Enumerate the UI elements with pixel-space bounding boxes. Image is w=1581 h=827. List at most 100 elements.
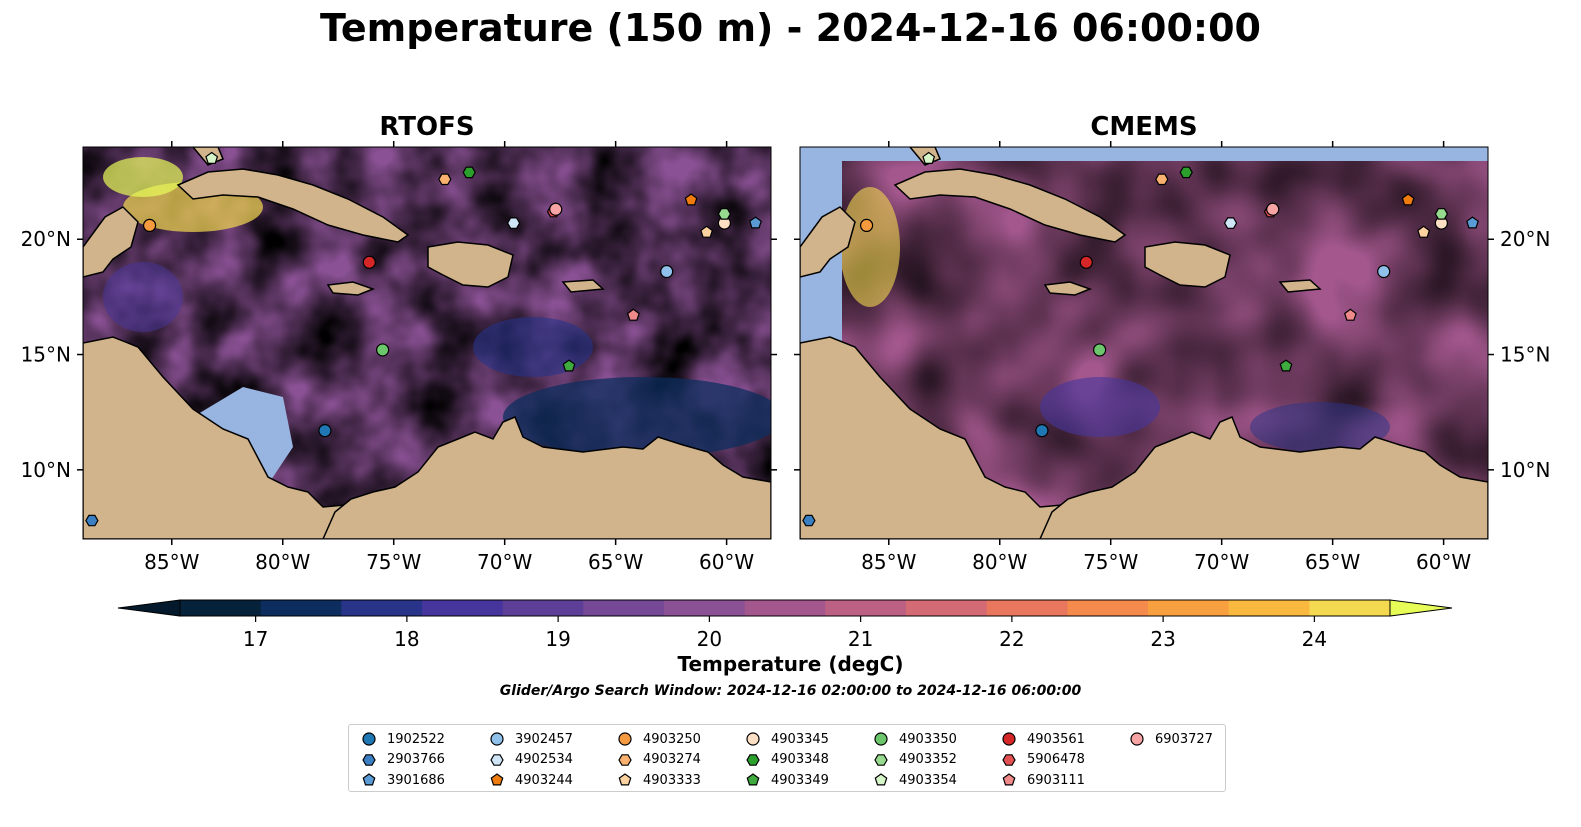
lat-tick-label: 10°N	[1500, 458, 1550, 482]
legend-label: 4902534	[515, 752, 573, 768]
legend-column: 4903350 4903352 4903354	[873, 729, 957, 791]
float-marker-3901686	[749, 216, 762, 229]
lon-tick-label: 75°W	[366, 550, 421, 574]
legend-label: 4903244	[515, 772, 573, 788]
colorbar-tick-label: 22	[999, 627, 1024, 651]
axis-ticks: 85°W 80°W 75°W 70°W 65°W 60°W 10°N 15°N 20°N 85°W…	[21, 141, 1550, 574]
legend-item-4903350: 4903350	[873, 729, 957, 750]
legend-marker-circle-icon	[1002, 732, 1016, 746]
legend-marker-pentagon-icon	[618, 773, 632, 786]
legend-item-2903766: 2903766	[361, 750, 445, 771]
colorbar-segment	[664, 600, 746, 616]
float-marker-6903111	[626, 308, 640, 321]
legend-item-4903561: 4903561	[1001, 729, 1085, 750]
colorbar: 17 18 19 20 21 22 23 24	[117, 599, 1453, 651]
colorbar-segment	[502, 600, 584, 616]
legend-marker-hexagon-icon	[362, 753, 376, 766]
panel-title-cmems: CMEMS	[1090, 112, 1198, 142]
colorbar-under-arrow	[117, 599, 181, 617]
lon-tick-label: 75°W	[1083, 550, 1138, 574]
legend-label: 2903766	[387, 752, 445, 768]
legend-marker-hexagon-icon	[874, 753, 888, 766]
search-window-caption: Glider/Argo Search Window: 2024-12-16 02…	[499, 683, 1082, 699]
lon-tick-label: 60°W	[699, 550, 754, 574]
legend-marker-hexagon-icon	[1002, 753, 1016, 766]
float-markers	[85, 151, 1479, 527]
colorbar-segment	[744, 600, 826, 616]
float-marker-4903274	[438, 173, 452, 186]
float-marker-4903348	[1179, 166, 1193, 179]
float-marker-6903111	[1343, 308, 1357, 321]
float-marker-4903350	[1093, 343, 1107, 357]
legend-label: 1902522	[387, 731, 445, 747]
float-marker-4903349	[1279, 359, 1293, 372]
colorbar-segment	[1148, 600, 1230, 616]
colorbar-segment	[180, 600, 262, 616]
legend-label: 4903274	[643, 752, 701, 768]
colorbar-segment	[1228, 600, 1310, 616]
legend-marker-pentagon-icon	[746, 773, 760, 786]
colorbar-segment	[825, 600, 907, 616]
map-panel-rtofs	[83, 147, 771, 539]
float-marker-2903766	[802, 514, 816, 527]
legend-column: 3902457 4902534 4903244	[489, 729, 573, 791]
legend-marker-hexagon-icon	[746, 753, 760, 766]
legend-label: 4903348	[771, 752, 829, 768]
float-marker-4903333	[1417, 225, 1431, 238]
float-marker-4903244	[1401, 193, 1415, 206]
legend-item-5906478: 5906478	[1001, 750, 1085, 771]
legend-label: 4903350	[899, 731, 957, 747]
colorbar-segment	[986, 600, 1068, 616]
float-marker-4903352	[717, 208, 732, 220]
colorbar-tick-label: 21	[848, 627, 873, 651]
legend-item-4903333: 4903333	[617, 770, 701, 791]
float-marker-4903244	[684, 193, 698, 206]
lat-tick-label: 20°N	[1500, 227, 1550, 251]
lon-tick-label: 80°W	[255, 550, 310, 574]
legend-label: 6903111	[1027, 772, 1085, 788]
colorbar-segment	[422, 600, 504, 616]
colorbar-tick-label: 17	[243, 627, 268, 651]
colorbar-tick-label: 20	[697, 627, 722, 651]
float-legend: 1902522 2903766 3901686 3902457 4902534 49032…	[348, 724, 1226, 792]
lon-tick-label: 80°W	[972, 550, 1027, 574]
lat-tick-label: 15°N	[21, 343, 71, 367]
float-marker-4903333	[700, 225, 714, 238]
legend-item-3902457: 3902457	[489, 729, 573, 750]
legend-item-4903354: 4903354	[873, 770, 957, 791]
legend-marker-circle-icon	[362, 732, 376, 746]
colorbar-tick-label: 19	[545, 627, 570, 651]
float-marker-4902534	[1223, 217, 1238, 229]
float-marker-4903561	[1079, 255, 1093, 269]
legend-label: 4903354	[899, 772, 957, 788]
legend-item-4903348: 4903348	[745, 750, 829, 771]
float-marker-6903727	[549, 202, 563, 216]
float-marker-3902457	[1377, 264, 1391, 279]
float-marker-4903350	[376, 343, 390, 357]
legend-column: 4903345 4903348 4903349	[745, 729, 829, 791]
colorbar-segment	[583, 600, 665, 616]
legend-label: 4903250	[643, 731, 701, 747]
float-marker-4903250	[142, 218, 157, 232]
colorbar-tick-label: 23	[1150, 627, 1175, 651]
legend-item-4903345: 4903345	[745, 729, 829, 750]
figure-title: Temperature (150 m) - 2024-12-16 06:00:0…	[319, 6, 1261, 50]
panel-title-rtofs: RTOFS	[379, 112, 475, 142]
legend-item-3901686: 3901686	[361, 770, 445, 791]
legend-label: 4903561	[1027, 731, 1085, 747]
float-marker-4903274	[1155, 173, 1169, 186]
legend-item-6903727: 6903727	[1129, 729, 1213, 750]
lat-tick-label: 15°N	[1500, 343, 1550, 367]
legend-label: 4903349	[771, 772, 829, 788]
legend-item-4902534: 4902534	[489, 750, 573, 771]
legend-marker-circle-icon	[746, 732, 760, 746]
colorbar-tick-label: 18	[394, 627, 419, 651]
legend-column: 4903250 4903274 4903333	[617, 729, 701, 791]
float-marker-3901686	[1466, 216, 1479, 229]
float-marker-4903354	[922, 151, 936, 164]
legend-item-6903111: 6903111	[1001, 770, 1085, 791]
float-marker-2903766	[85, 514, 99, 527]
float-marker-4903349	[562, 359, 576, 372]
lon-tick-label: 85°W	[144, 550, 199, 574]
